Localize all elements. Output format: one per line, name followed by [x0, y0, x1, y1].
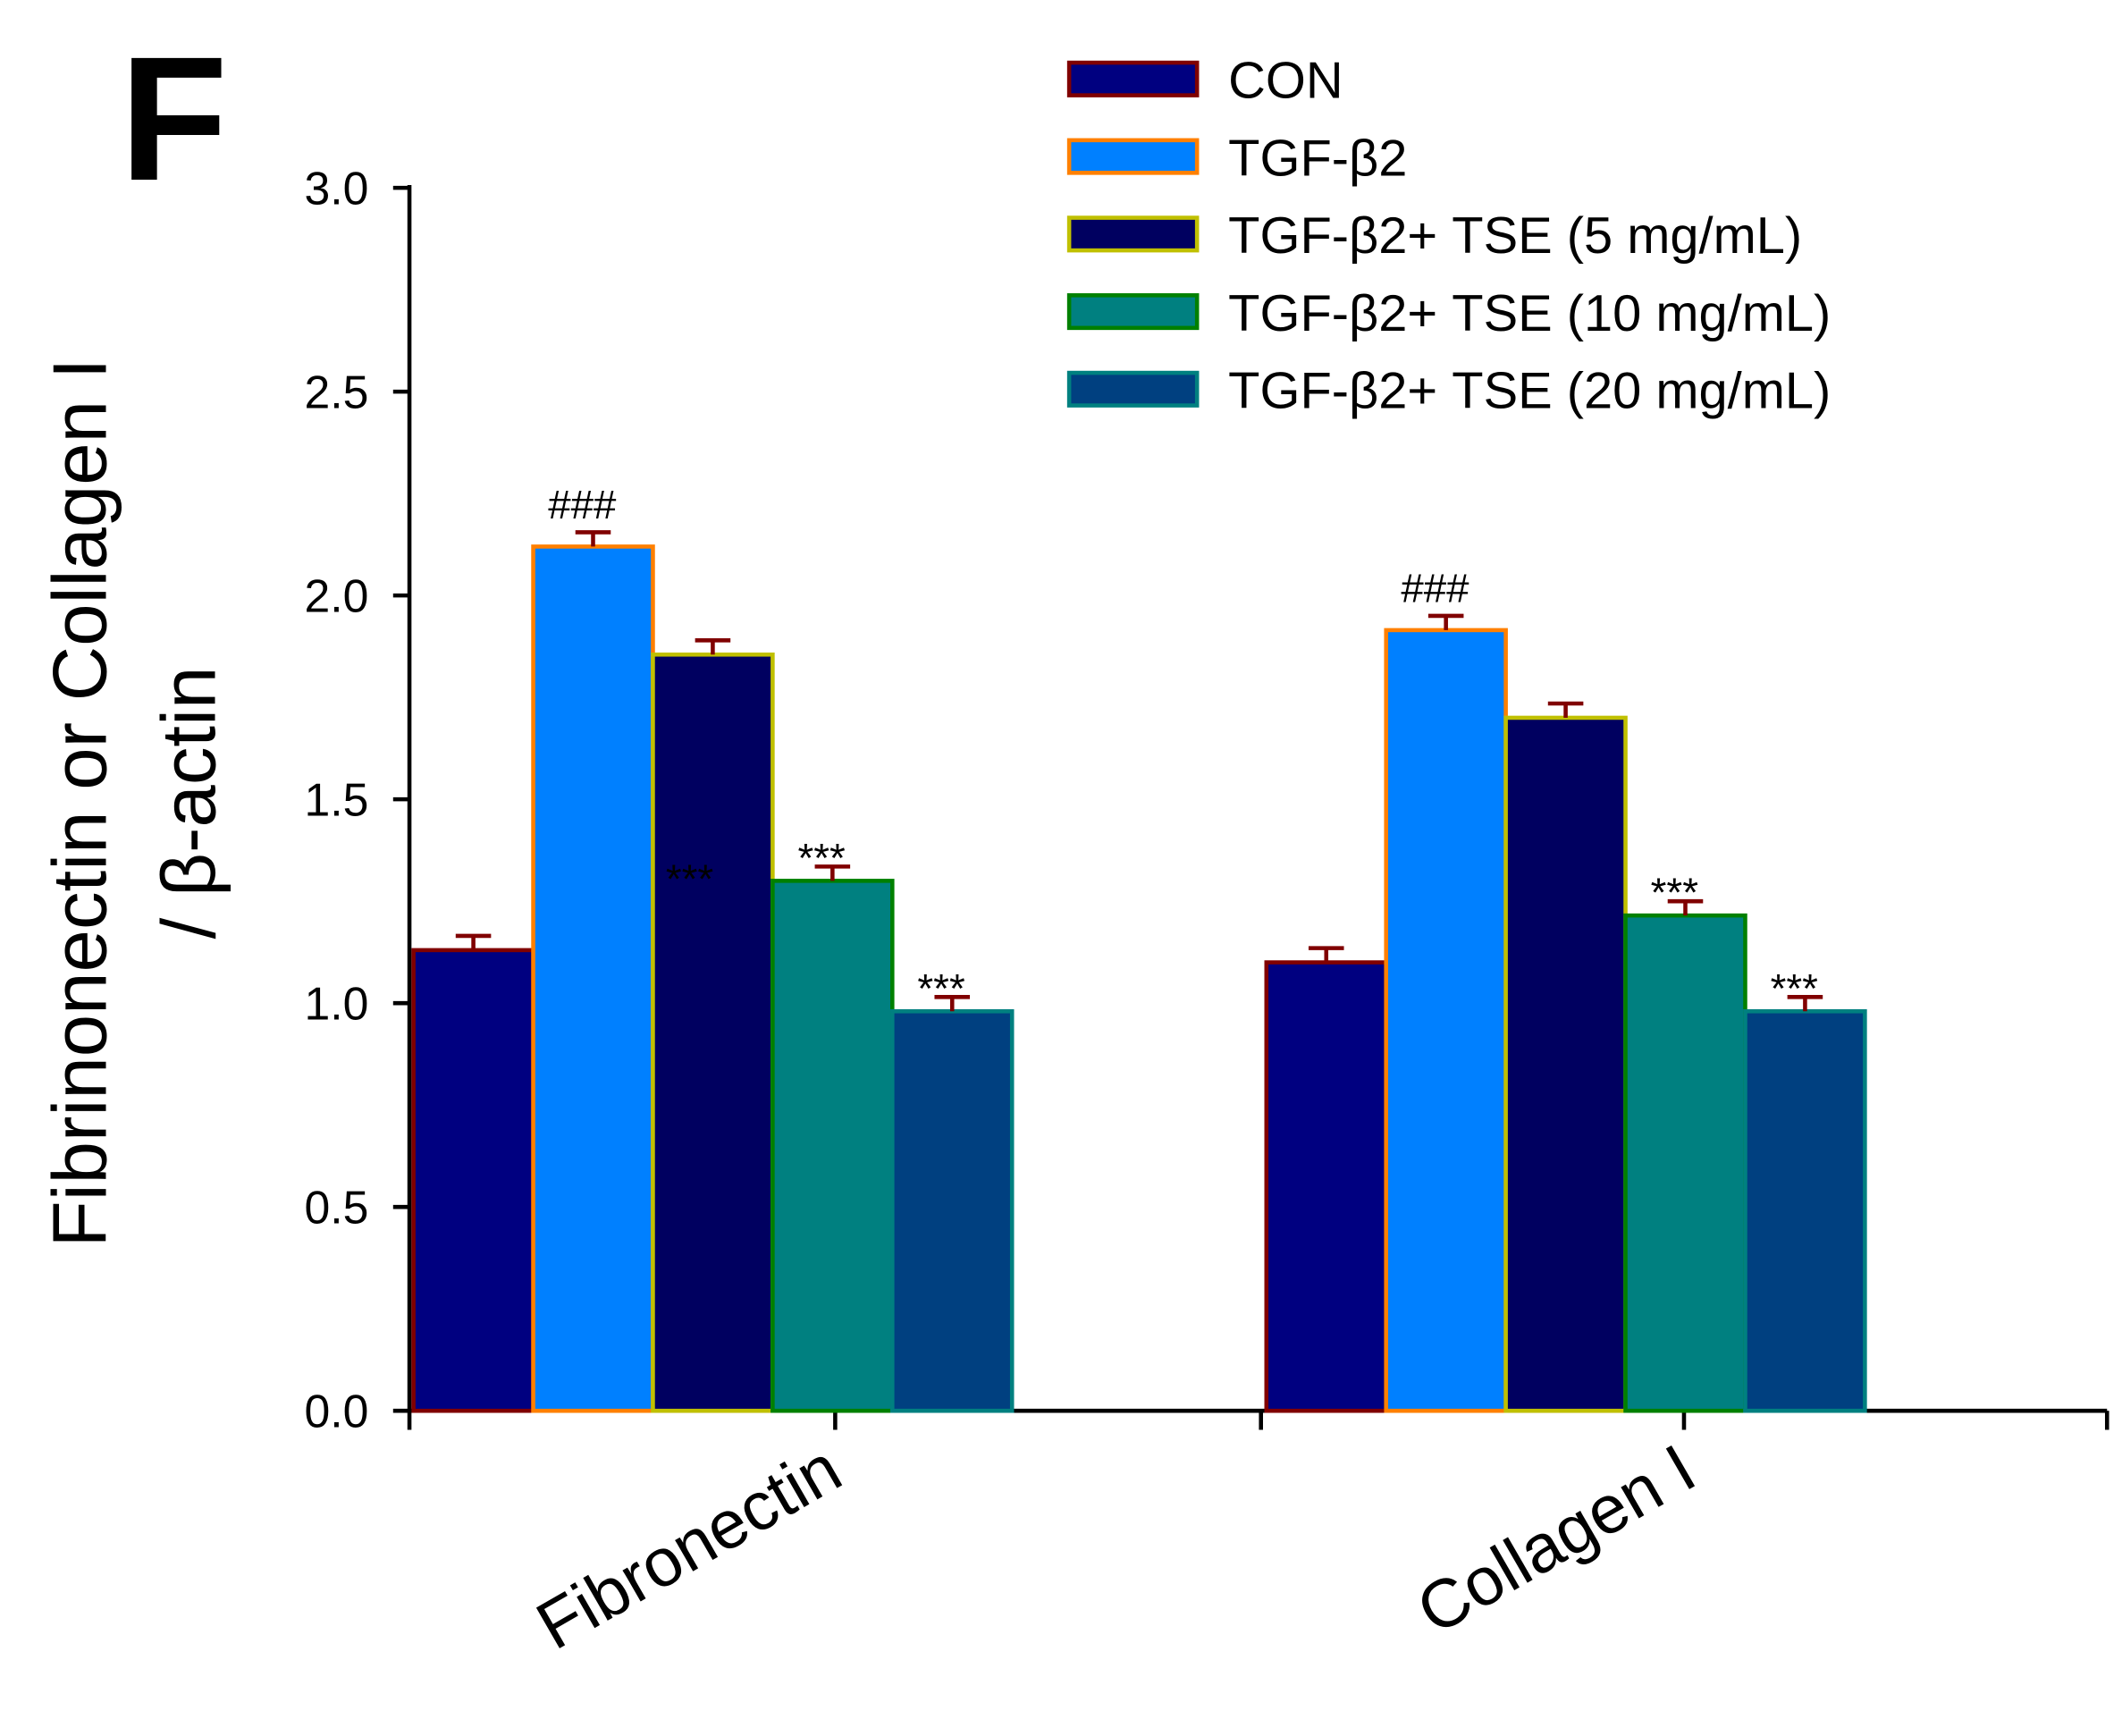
x-tick-label: Fibronectin	[525, 1430, 854, 1664]
bar	[651, 652, 775, 1413]
legend-label: CON	[1228, 53, 1343, 110]
panel-label: F	[120, 20, 228, 217]
y-tick-label: 0.0	[304, 1385, 368, 1437]
y-tick-label: 3.0	[304, 162, 368, 214]
bars: ### *** *** *** ### *** ***	[411, 482, 1867, 1413]
significance-label: ***	[917, 965, 965, 1011]
y-axis-label: Fibrinonectin or Collagen I / β-actin	[38, 358, 232, 1248]
bar	[1743, 1009, 1867, 1413]
significance-label: ###	[548, 482, 617, 527]
y-tick-label: 1.0	[304, 977, 368, 1029]
legend-label: TGF-β2+ TSE (20 mg/mL)	[1228, 363, 1831, 420]
y-axis-label-line1: Fibrinonectin or Collagen I	[38, 358, 123, 1248]
y-axis-label-line2: / β-actin	[147, 667, 232, 940]
legend-swatch	[1066, 215, 1200, 253]
y-tick-label: 2.5	[304, 366, 368, 417]
significance-label: ***	[1771, 965, 1819, 1011]
legend-label: TGF-β2	[1228, 130, 1407, 187]
y-tick-label: 0.5	[304, 1181, 368, 1233]
legend-label: TGF-β2+ TSE (10 mg/mL)	[1228, 285, 1831, 342]
y-tick-label: 2.0	[304, 569, 368, 621]
significance-label: ***	[798, 835, 846, 881]
bar	[411, 948, 535, 1413]
significance-label: ###	[1401, 566, 1469, 611]
legend-swatch	[1066, 293, 1200, 331]
significance-label: ***	[666, 856, 714, 902]
significance-label: ***	[1651, 870, 1699, 915]
x-tick-label: Collagen I	[1405, 1430, 1708, 1649]
legend-swatch	[1066, 60, 1200, 97]
bar	[890, 1009, 1015, 1413]
bar	[1384, 628, 1508, 1413]
bar	[1503, 715, 1628, 1413]
legend-swatch	[1066, 370, 1200, 408]
legend-label: TGF-β2+ TSE (5 mg/mL)	[1228, 207, 1802, 265]
bar	[1623, 913, 1747, 1413]
legend: CON TGF-β2 TGF-β2+ TSE (5 mg/mL) TGF-β2+ TS…	[1066, 53, 1831, 420]
bar	[770, 879, 895, 1413]
y-tick-label: 1.5	[304, 773, 368, 825]
bar	[531, 544, 655, 1413]
bar	[1264, 960, 1388, 1413]
legend-swatch	[1066, 138, 1200, 175]
